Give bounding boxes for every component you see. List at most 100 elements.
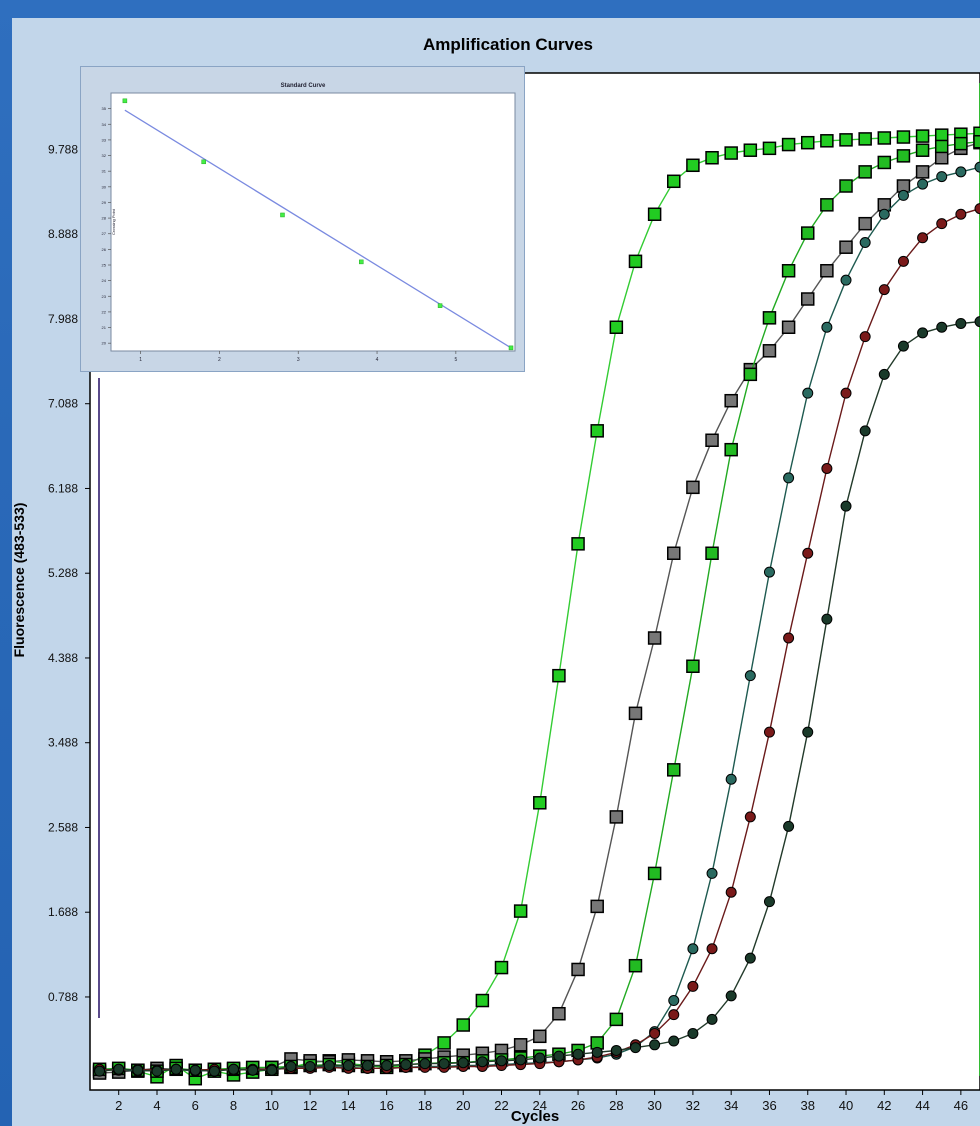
data-point	[859, 331, 871, 343]
data-point	[800, 135, 815, 150]
data-point	[897, 255, 909, 267]
chart-title: Amplification Curves	[423, 35, 593, 54]
data-point	[821, 463, 833, 474]
data-point	[840, 500, 852, 512]
data-point	[724, 442, 738, 457]
x-tick-label: 40	[839, 1098, 853, 1113]
data-point	[934, 151, 949, 165]
x-tick-label: 18	[418, 1098, 432, 1113]
inset-point	[280, 212, 285, 218]
y-tick-label: 4.388	[48, 651, 78, 665]
data-point	[629, 1042, 641, 1054]
y-tick-label: 6.188	[48, 481, 78, 495]
data-point	[763, 896, 775, 908]
data-point	[667, 546, 681, 560]
data-point	[897, 340, 909, 352]
data-point	[934, 139, 949, 154]
data-point	[725, 886, 737, 898]
data-point	[840, 387, 852, 399]
data-point	[687, 943, 699, 955]
data-point	[955, 208, 967, 220]
data-point	[820, 198, 834, 212]
data-point	[820, 264, 834, 278]
inset-point	[437, 303, 443, 308]
data-point	[762, 141, 777, 156]
data-point	[649, 1039, 661, 1051]
data-point	[628, 706, 643, 721]
data-point	[189, 1064, 201, 1076]
inset-x-tick-label: 1	[139, 357, 142, 363]
inset-x-tick-label: 3	[297, 357, 300, 363]
data-point	[743, 143, 758, 157]
inset-x-tick-label: 4	[376, 357, 379, 363]
data-point	[667, 763, 681, 777]
x-tick-label: 28	[609, 1098, 623, 1113]
x-tick-label: 22	[494, 1098, 508, 1113]
data-point	[513, 904, 528, 918]
data-point	[896, 130, 911, 144]
inset-y-tick-label: 21	[102, 325, 107, 330]
data-point	[934, 128, 949, 142]
data-point	[839, 179, 853, 193]
x-tick-label: 38	[801, 1098, 815, 1113]
data-point	[647, 631, 662, 645]
data-point	[878, 208, 890, 220]
inset-plot-area	[110, 92, 516, 352]
y-tick-label: 3.488	[48, 736, 78, 750]
data-point	[858, 165, 872, 179]
data-point	[457, 1057, 469, 1069]
data-point	[705, 151, 719, 165]
data-point	[839, 133, 853, 147]
data-point	[781, 320, 796, 334]
data-series	[92, 126, 980, 1086]
data-point	[494, 960, 509, 975]
inset-fit-line	[124, 109, 512, 349]
inset-points	[122, 98, 514, 351]
x-tick-label: 20	[456, 1098, 470, 1113]
data-point	[974, 161, 980, 173]
data-point	[323, 1060, 335, 1072]
data-point	[744, 952, 756, 964]
data-point	[513, 1038, 528, 1052]
data-point	[628, 958, 643, 973]
inset-y-tick-label: 23	[102, 294, 107, 299]
data-point	[800, 292, 815, 306]
x-tick-label: 32	[686, 1098, 700, 1113]
y-tick-label: 8.888	[48, 227, 78, 241]
data-point	[917, 178, 929, 190]
x-tick-label: 6	[192, 1098, 199, 1113]
data-point	[858, 216, 872, 231]
data-point	[687, 980, 699, 992]
data-point	[534, 1052, 546, 1064]
inset-y-axis-label: Crossing Point	[111, 208, 116, 235]
data-point	[132, 1064, 144, 1076]
inset-y-tick-label: 27	[102, 231, 107, 236]
data-point	[686, 659, 700, 673]
inset-point	[508, 345, 514, 351]
inset-y-tick-label: 25	[102, 263, 107, 268]
inset-y-tick-label: 29	[102, 200, 107, 205]
inset-point	[122, 98, 128, 104]
y-tick-label: 5.288	[48, 566, 78, 580]
y-tick-label: 7.088	[48, 397, 78, 411]
data-point	[915, 165, 930, 179]
inset-y-tick-label: 26	[102, 247, 107, 252]
y-tick-label: 0.788	[48, 990, 78, 1004]
data-point	[821, 321, 833, 333]
data-point	[936, 171, 948, 183]
inset-y-tick-label: 34	[102, 122, 107, 127]
x-tick-label: 2	[115, 1098, 122, 1113]
data-point	[954, 136, 968, 151]
x-tick-label: 36	[762, 1098, 776, 1113]
x-tick-label: 42	[877, 1098, 891, 1113]
inset-y-tick-label: 33	[102, 137, 107, 142]
inset-y-tick-label: 31	[102, 169, 107, 174]
data-point	[151, 1065, 163, 1077]
data-point	[783, 820, 795, 832]
data-point	[821, 613, 833, 625]
data-point	[762, 344, 777, 358]
data-point	[285, 1060, 297, 1072]
data-point	[609, 1012, 624, 1027]
x-tick-label: 8	[230, 1098, 237, 1113]
data-point	[800, 226, 815, 240]
